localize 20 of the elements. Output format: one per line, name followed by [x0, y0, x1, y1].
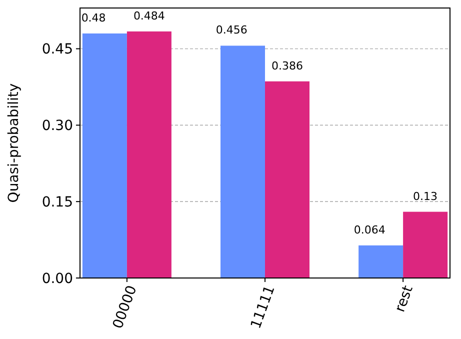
y-tick-label: 0.30: [42, 118, 73, 134]
data-label: 0.386: [272, 59, 303, 72]
bar: [126, 31, 172, 278]
y-tick-label: 0.00: [42, 270, 73, 287]
bar: [82, 33, 127, 278]
bar: [358, 245, 404, 278]
data-label: 0.064: [354, 223, 386, 236]
x-tick-label: 11111: [248, 284, 278, 331]
data-label: 0.456: [216, 24, 248, 37]
x-tick-label: rest: [392, 283, 417, 314]
y-axis-title: Quasi-probability: [6, 83, 22, 203]
y-tick-label: 0.15: [42, 194, 73, 210]
y-tick-label: 0.45: [42, 42, 73, 58]
bar: [220, 46, 265, 278]
bar: [403, 212, 448, 278]
data-label: 0.48: [81, 11, 106, 24]
data-label: 0.484: [133, 9, 165, 22]
x-tick-label: 00000: [110, 284, 140, 331]
bar: [265, 81, 310, 278]
data-label: 0.13: [413, 190, 438, 203]
